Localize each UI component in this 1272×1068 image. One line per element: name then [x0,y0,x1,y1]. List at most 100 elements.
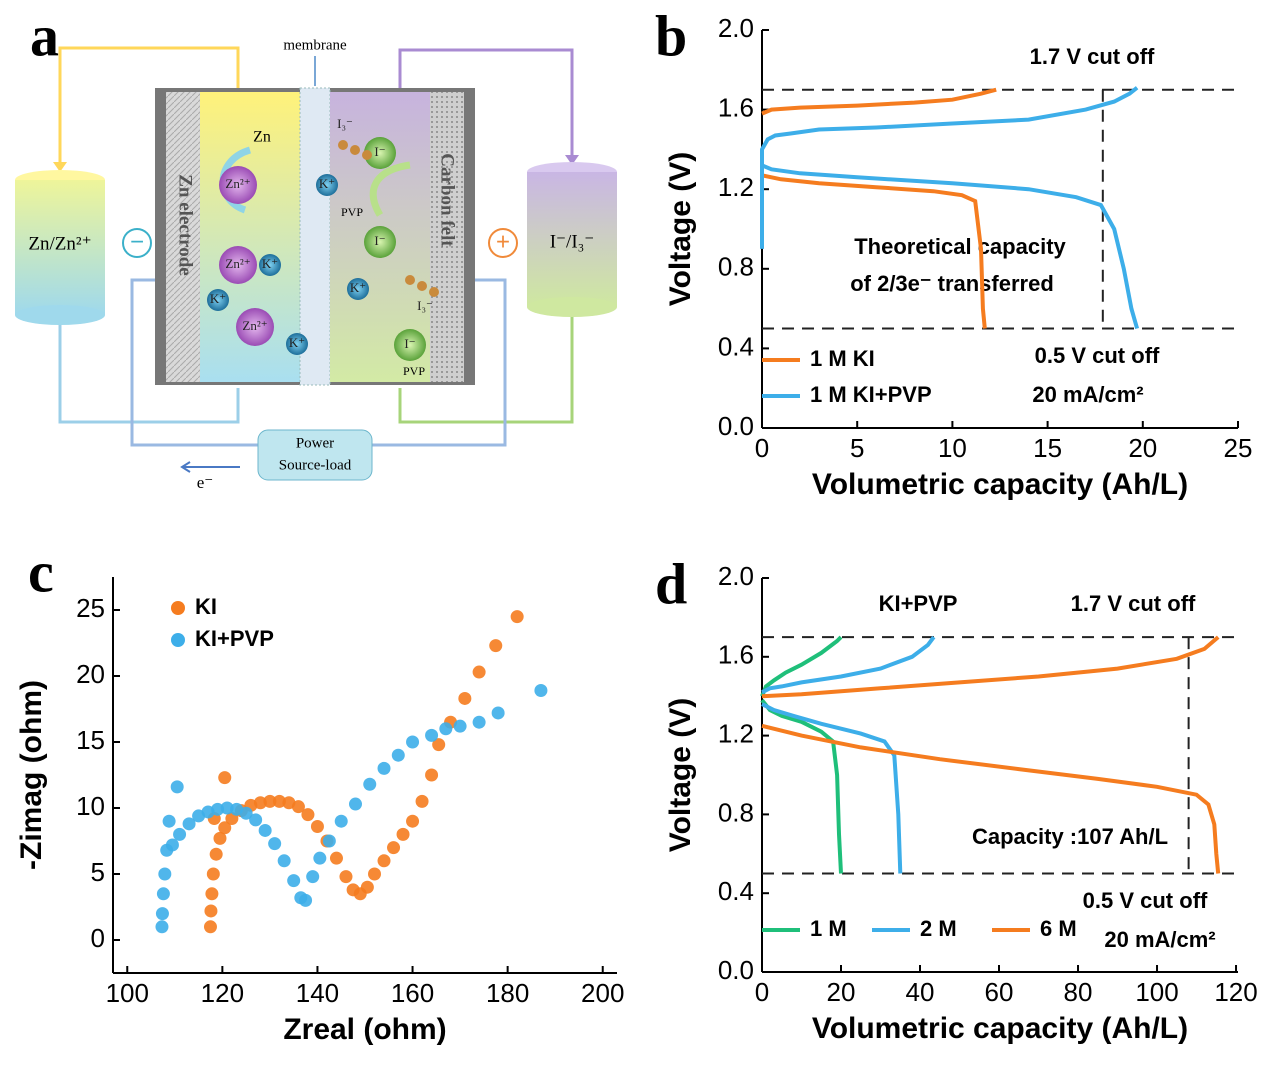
annotation: Theoretical capacity [854,234,1066,259]
x-tick-label: 5 [850,433,864,463]
point [425,768,439,782]
y-tick-label: 25 [76,593,105,623]
y-tick-label: 0.0 [718,955,754,985]
point [322,834,336,848]
point [406,735,420,749]
x-tick-label: 120 [1214,977,1257,1007]
y-tick-label: 15 [76,725,105,755]
panel-label: c [28,539,54,604]
point [453,719,467,733]
x-tick-label: 0 [755,977,769,1007]
point [377,761,391,775]
electrode-label: Zn electrode [175,174,196,276]
power-box [257,429,373,481]
y-tick-label: 0.4 [718,331,754,361]
point [348,797,362,811]
x-tick-label: 100 [106,978,149,1008]
ion: K⁺ [319,176,335,191]
point [439,722,453,736]
tank-label: Zn/Zn²⁺ [28,233,91,254]
point [310,819,324,833]
point [158,867,172,881]
tank [15,305,105,325]
curve [761,635,936,874]
panel-label: b [655,3,687,68]
point [489,639,503,653]
x-tick-label: 60 [985,977,1014,1007]
point [299,893,313,907]
pvp-label: PVP [341,205,363,219]
x-tick-label: 160 [391,978,434,1008]
point [211,802,225,816]
annotation: Capacity :107 Ah/L [972,824,1168,849]
legend-label: 6 M [1040,916,1077,941]
y-tick-label: 0.4 [718,876,754,906]
x-tick-label: 10 [938,433,967,463]
point [432,738,446,752]
point [218,771,232,785]
x-axis-label: Zreal (ohm) [283,1013,446,1046]
ion: I⁻ [404,336,415,351]
y-tick-label: 20 [76,659,105,689]
ion: K⁺ [350,280,366,295]
point [263,794,277,808]
annotation: of 2/3e⁻ transferred [850,271,1054,296]
curve [760,86,1140,330]
arrow [369,161,411,217]
point [155,920,169,934]
y-axis-label: -Zimag (ohm) [15,680,48,870]
point [249,813,263,827]
arrow [180,461,240,473]
sign [122,228,152,258]
point [155,907,169,921]
diagram: a Zn/Zn²⁺ I⁻/I₃⁻ Zn electrode Carbon fel… [15,3,617,492]
ion: K⁺ [262,256,278,271]
legend-label: 1 M [810,916,847,941]
point [377,854,391,868]
y-tick-label: 1.2 [718,172,754,202]
electrode-label: Carbon felt [437,153,458,247]
sign [488,228,518,258]
zn-label: Zn [253,129,271,146]
x-tick-label: 40 [906,977,935,1007]
point [313,851,327,865]
arrow [565,155,579,165]
x-tick-label: 20 [827,977,856,1007]
y-axis-label: Voltage (V) [664,152,697,306]
point [239,806,253,820]
point [218,821,232,835]
point [301,808,315,822]
legend-marker [171,601,185,615]
power-label: Source-load [279,457,352,473]
ion: I⁻ [374,144,385,159]
ion: I₃⁻ [417,298,433,313]
legend-label: KI [195,594,217,619]
point [291,800,305,814]
legend-label: 1 M KI [810,346,875,371]
point [258,823,272,837]
y-tick-label: 2.0 [718,561,754,591]
annotation: 1.7 V cut off [1030,44,1155,69]
ion: K⁺ [210,291,226,306]
point [165,838,179,852]
point [425,728,439,742]
point [491,706,505,720]
y-tick-label: 0 [91,923,105,953]
point [510,610,524,624]
annotation: 0.5 V cut off [1035,343,1160,368]
y-tick-label: 10 [76,791,105,821]
point [268,837,282,851]
point [287,874,301,888]
x-tick-label: 140 [296,978,339,1008]
point [170,780,184,794]
legend-label: KI+PVP [195,626,274,651]
membrane-label: membrane [283,37,347,53]
y-tick-label: 5 [91,857,105,887]
point [334,814,348,828]
y-tick-label: 1.6 [718,92,754,122]
curve [760,635,843,874]
point [173,827,187,841]
y-tick-label: 0.8 [718,797,754,827]
carbon-felt [430,92,464,382]
